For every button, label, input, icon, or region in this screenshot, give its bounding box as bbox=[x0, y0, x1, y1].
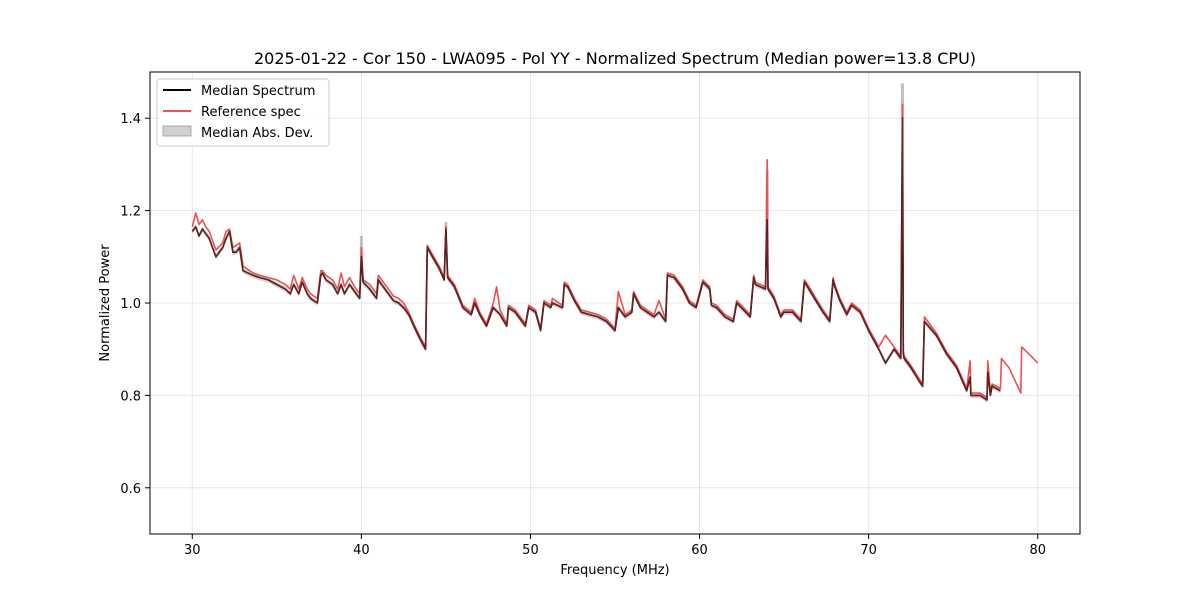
reference-line bbox=[191, 103, 1039, 399]
chart-title: 2025-01-22 - Cor 150 - LWA095 - Pol YY -… bbox=[254, 49, 976, 68]
x-tick-label-2: 50 bbox=[522, 543, 539, 558]
median-series bbox=[191, 117, 1001, 401]
grid bbox=[150, 72, 1080, 534]
x-axis-label: Frequency (MHz) bbox=[560, 563, 669, 578]
legend: Median Spectrum Reference spec Median Ab… bbox=[156, 78, 330, 147]
x-axis-ticks: 30 40 50 60 70 80 bbox=[184, 534, 1046, 558]
y-tick-label-1: 0.8 bbox=[120, 389, 141, 404]
legend-mad-swatch bbox=[162, 125, 192, 137]
y-tick-label-4: 1.4 bbox=[120, 112, 141, 127]
y-tick-label-3: 1.2 bbox=[120, 205, 141, 220]
legend-frame bbox=[156, 78, 330, 147]
y-axis-label: Normalized Power bbox=[98, 244, 113, 362]
overlap-tint bbox=[191, 117, 1001, 401]
y-tick-label-2: 1.0 bbox=[120, 297, 141, 312]
x-tick-label-4: 70 bbox=[860, 543, 877, 558]
y-axis-ticks: 0.6 0.8 1.0 1.2 1.4 bbox=[120, 112, 150, 497]
y-tick-label-0: 0.6 bbox=[120, 482, 141, 497]
median-line bbox=[191, 117, 1001, 401]
reference-series bbox=[191, 103, 1039, 399]
legend-mad-label: Median Abs. Dev. bbox=[201, 126, 313, 141]
legend-median-label: Median Spectrum bbox=[201, 84, 315, 99]
x-tick-label-0: 30 bbox=[184, 543, 201, 558]
x-tick-label-5: 80 bbox=[1029, 543, 1046, 558]
x-tick-label-3: 60 bbox=[691, 543, 708, 558]
plot-area bbox=[150, 72, 1080, 534]
legend-reference-label: Reference spec bbox=[201, 105, 301, 120]
x-tick-label-1: 40 bbox=[353, 543, 370, 558]
